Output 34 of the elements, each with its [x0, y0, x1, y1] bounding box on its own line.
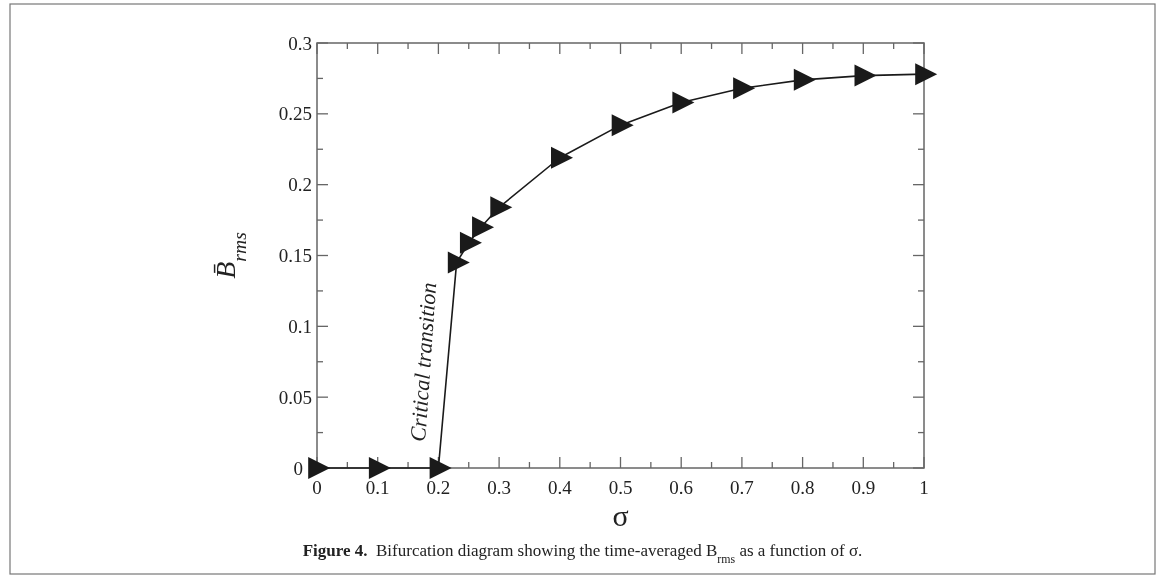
x-tick-label: 0.1 — [365, 477, 390, 498]
point — [368, 457, 391, 479]
caption: Figure 4. Bifurcation diagram showing the time-averaged B$_{rms}$ as a function of σ. — [302, 541, 863, 566]
y-tick-label: 0.3 — [288, 32, 312, 54]
point — [611, 114, 634, 137]
y-tick-label: 0.25 — [278, 103, 312, 125]
y-tick-label: 0.1 — [288, 315, 312, 337]
y-tick-label: 0.2 — [288, 174, 312, 196]
point — [915, 63, 938, 86]
x-tick-label: 0.9 — [851, 477, 876, 498]
point — [472, 216, 495, 239]
point — [793, 68, 816, 91]
x-tick-label: 0.7 — [730, 477, 754, 498]
x-axis-title: σ — [612, 499, 629, 532]
point — [854, 64, 877, 87]
point — [447, 251, 470, 274]
x-tick-label: 0.4 — [547, 477, 573, 498]
y-tick-label: 0.05 — [278, 386, 312, 408]
point — [672, 91, 695, 114]
x-tick-label: 0.3 — [487, 477, 511, 498]
point — [459, 231, 482, 254]
x-tick-label: 0.6 — [669, 477, 694, 498]
point — [490, 196, 513, 219]
point — [733, 77, 756, 100]
annotation: Critical transition — [405, 281, 442, 443]
point — [551, 146, 573, 169]
x-tick-label: 1 — [919, 477, 929, 498]
x-tick-label: 0.5 — [608, 477, 633, 498]
y-tick-label: 0.15 — [278, 245, 312, 267]
x-tick-label: 0.2 — [426, 477, 451, 498]
x-tick-label: 0.8 — [790, 477, 815, 498]
point — [308, 457, 331, 479]
point — [429, 457, 452, 479]
y-tick-label: 0 — [293, 457, 303, 479]
